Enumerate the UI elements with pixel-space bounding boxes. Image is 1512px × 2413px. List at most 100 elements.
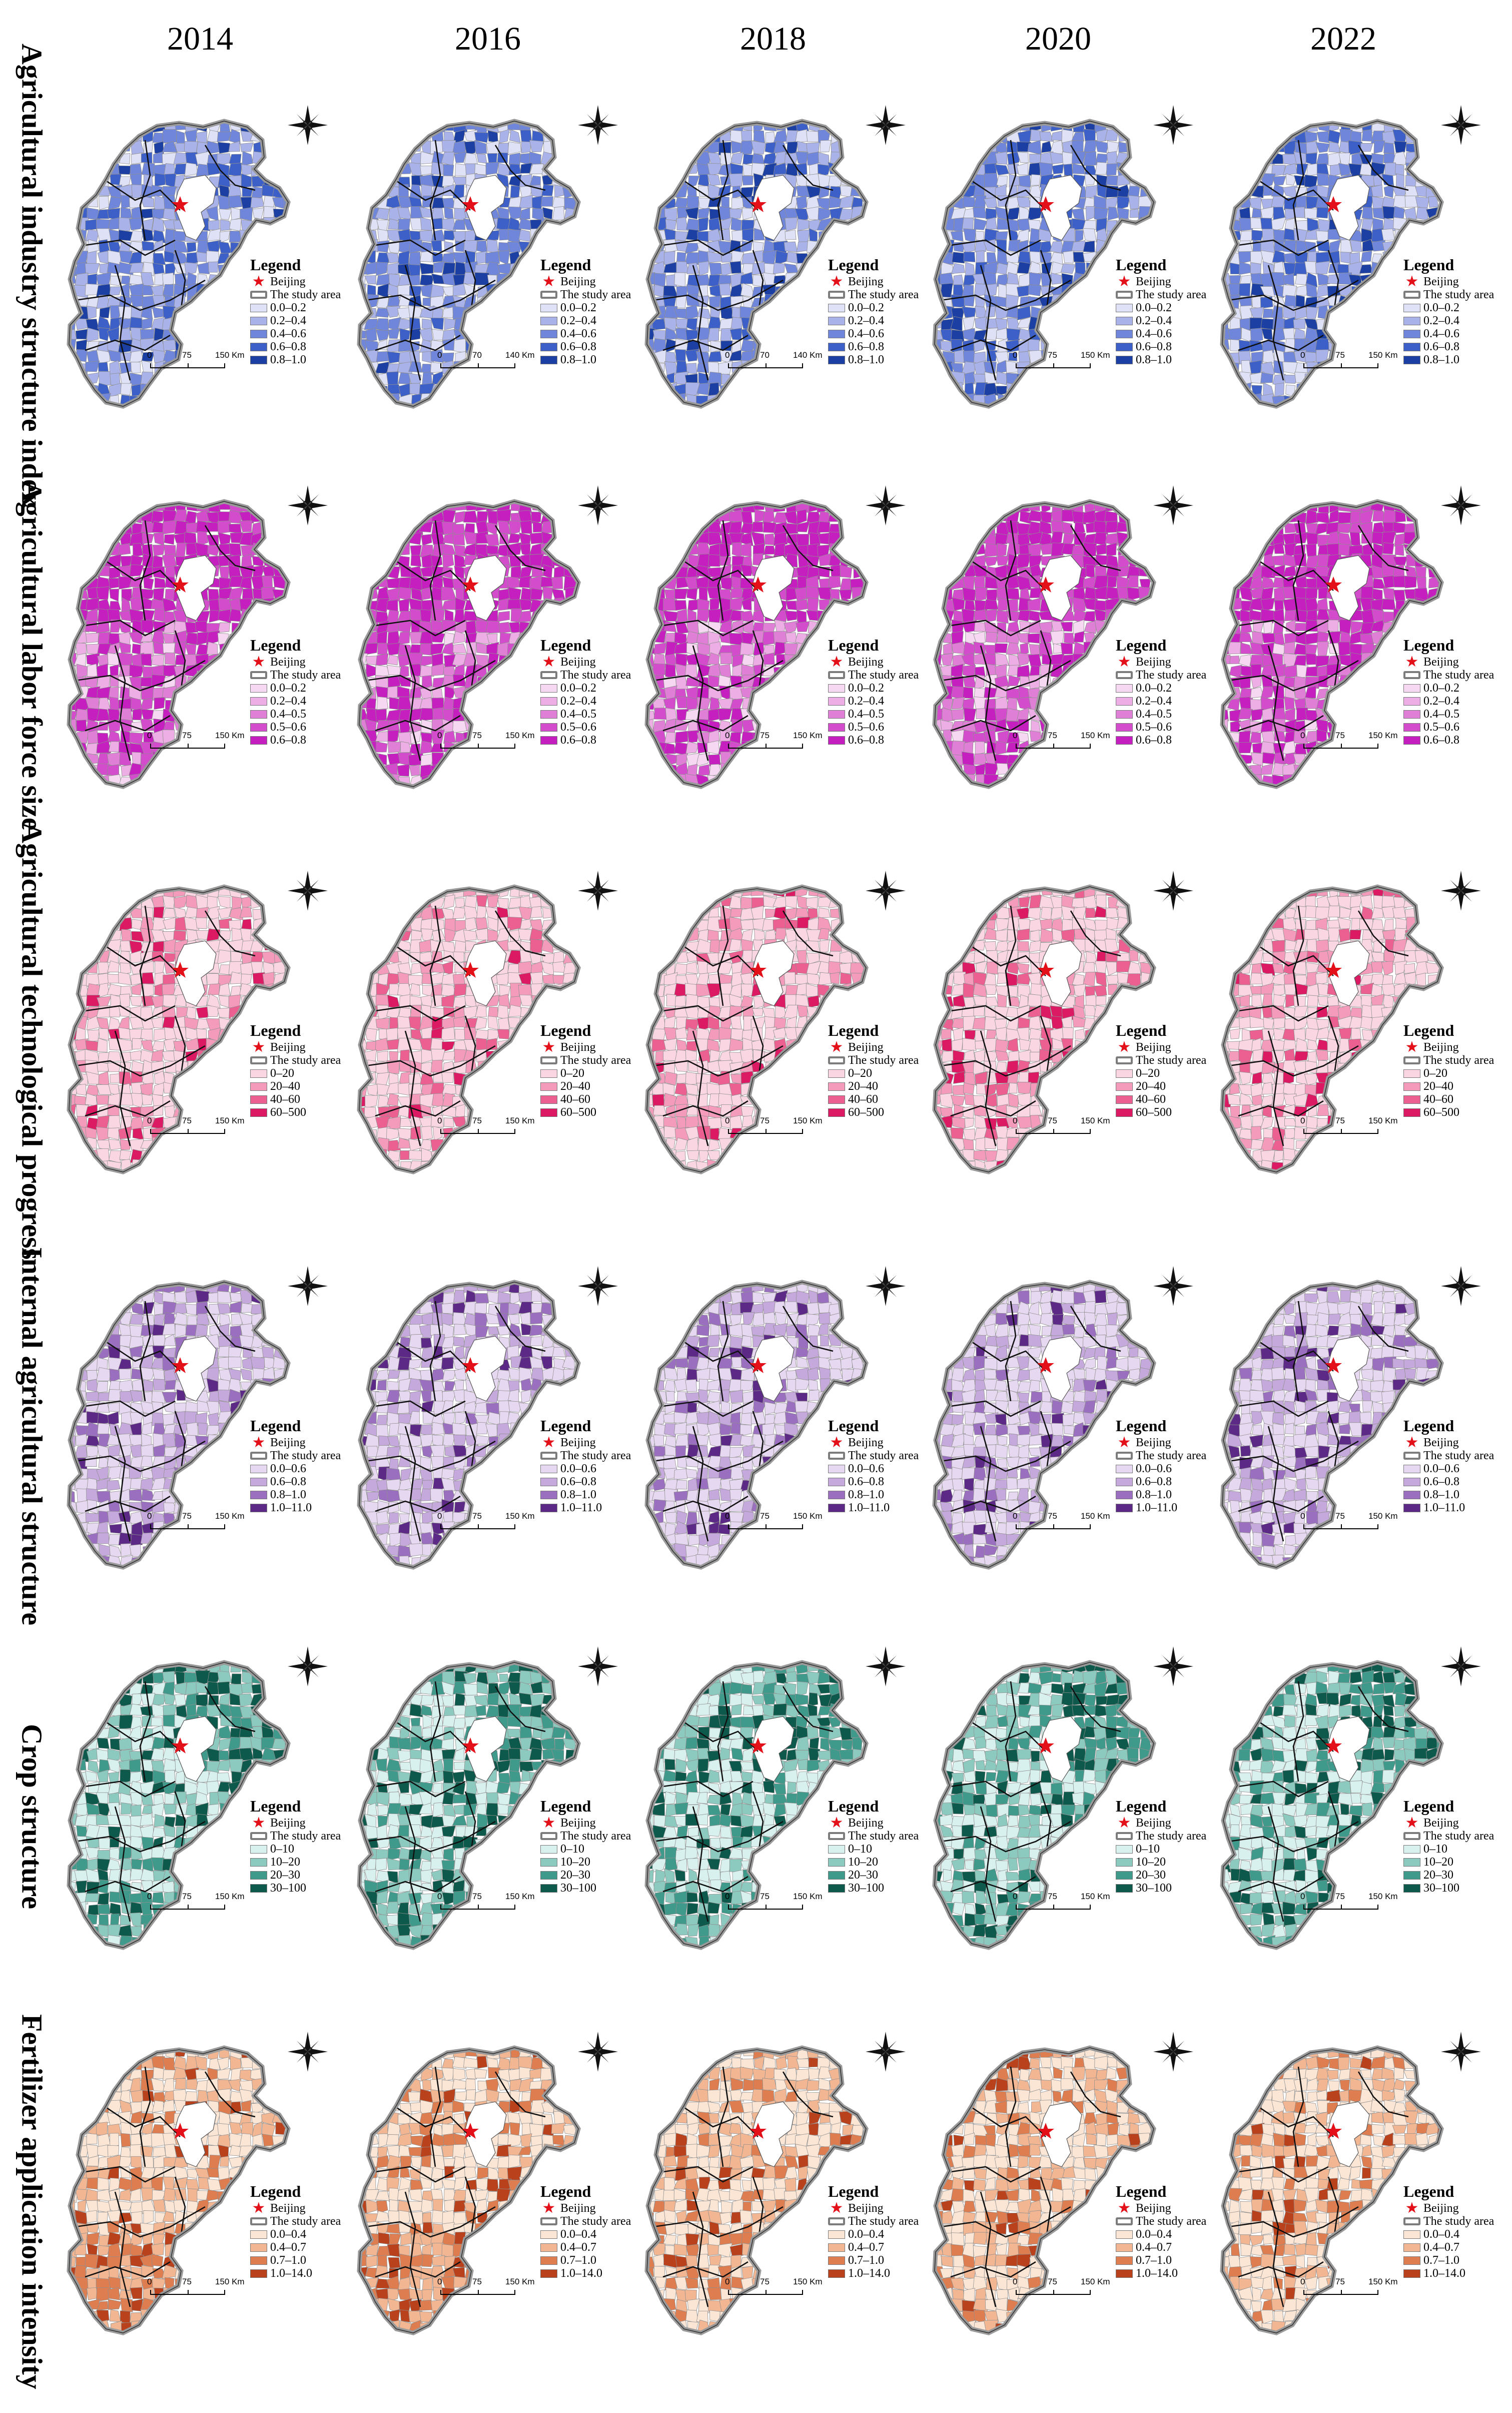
county-region <box>430 317 444 330</box>
county-region <box>785 396 798 406</box>
county-region <box>108 196 123 210</box>
county-region <box>935 163 942 177</box>
county-region <box>552 382 566 396</box>
county-region <box>807 272 819 287</box>
county-region <box>806 329 822 342</box>
county-region <box>1149 393 1154 406</box>
county-region <box>140 195 155 208</box>
county-region <box>452 775 467 787</box>
county-region <box>861 533 866 546</box>
county-region <box>206 294 221 306</box>
county-region <box>521 141 531 154</box>
county-region <box>430 631 445 643</box>
map <box>644 105 906 409</box>
county-region <box>1262 229 1274 243</box>
legend-class-label: 0.2–0.4 <box>560 314 596 327</box>
legend-class-label: 0.0–0.2 <box>1136 301 1172 314</box>
county-region <box>935 228 942 243</box>
county-region <box>69 185 77 198</box>
city-boundary <box>970 179 1046 211</box>
county-region <box>1149 153 1154 165</box>
county-region <box>973 501 986 513</box>
county-region <box>763 307 777 320</box>
county-region <box>1222 121 1231 132</box>
county-region <box>77 532 89 546</box>
county-region <box>284 785 288 787</box>
county-region <box>69 230 78 243</box>
county-region <box>408 264 421 276</box>
county-region <box>410 206 424 222</box>
county-region <box>474 329 487 343</box>
county-region <box>775 294 789 309</box>
county-region <box>741 175 753 186</box>
county-region <box>654 153 665 165</box>
county-region <box>751 764 765 775</box>
county-region <box>519 688 533 698</box>
county-region <box>1437 162 1441 178</box>
county-region <box>562 384 577 396</box>
county-region <box>1262 131 1275 144</box>
county-region <box>852 239 865 254</box>
county-region <box>1096 297 1109 307</box>
county-region <box>433 261 445 273</box>
county-region <box>1095 162 1108 175</box>
county-region <box>687 609 697 622</box>
county-region <box>962 306 976 318</box>
legend-swatch <box>540 684 557 693</box>
county-region <box>935 371 941 387</box>
county-region <box>219 405 230 406</box>
county-region <box>665 776 676 787</box>
county-region <box>272 197 286 209</box>
county-region <box>519 676 532 688</box>
county-region <box>809 686 822 700</box>
county-region <box>951 163 966 177</box>
county-region <box>1261 328 1273 341</box>
county-region <box>1360 327 1374 342</box>
county-region <box>1326 382 1338 396</box>
legend-class: 0.0–0.2 <box>1116 301 1216 314</box>
county-region <box>573 621 578 634</box>
county-region <box>940 340 954 353</box>
scale-label: 0 <box>725 731 730 740</box>
county-region <box>1094 404 1106 406</box>
county-region <box>386 131 399 145</box>
county-region <box>486 698 500 709</box>
county-region <box>454 511 465 524</box>
county-region <box>366 121 379 133</box>
county-region <box>1074 338 1085 351</box>
county-region <box>85 501 99 514</box>
county-region <box>1271 196 1286 208</box>
county-region <box>87 162 99 176</box>
county-region <box>647 132 655 145</box>
county-region <box>964 121 975 131</box>
county-region <box>365 385 379 396</box>
county-region <box>1381 272 1395 287</box>
county-region <box>1238 283 1251 297</box>
county-region <box>1083 385 1097 396</box>
county-region <box>708 554 720 567</box>
legend-class: 0.2–0.4 <box>250 314 350 327</box>
county-region <box>941 543 955 557</box>
county-region <box>251 393 264 406</box>
county-region <box>741 220 754 231</box>
county-region <box>1107 405 1120 406</box>
county-region <box>1138 229 1153 240</box>
study-area-swatch <box>250 291 267 299</box>
county-region <box>129 262 144 273</box>
county-region <box>1116 241 1129 254</box>
county-region <box>1051 394 1064 406</box>
county-region <box>140 785 155 787</box>
county-region <box>86 653 100 667</box>
county-region <box>963 196 976 208</box>
county-region <box>521 273 533 286</box>
county-region <box>228 653 242 666</box>
county-region <box>795 785 808 787</box>
county-region <box>1083 295 1098 307</box>
county-region <box>554 407 566 416</box>
county-region <box>795 405 810 406</box>
county-region <box>652 173 667 186</box>
county-region <box>108 520 121 534</box>
north-arrow-icon <box>288 485 328 525</box>
county-region <box>207 317 221 331</box>
county-region <box>840 162 854 177</box>
